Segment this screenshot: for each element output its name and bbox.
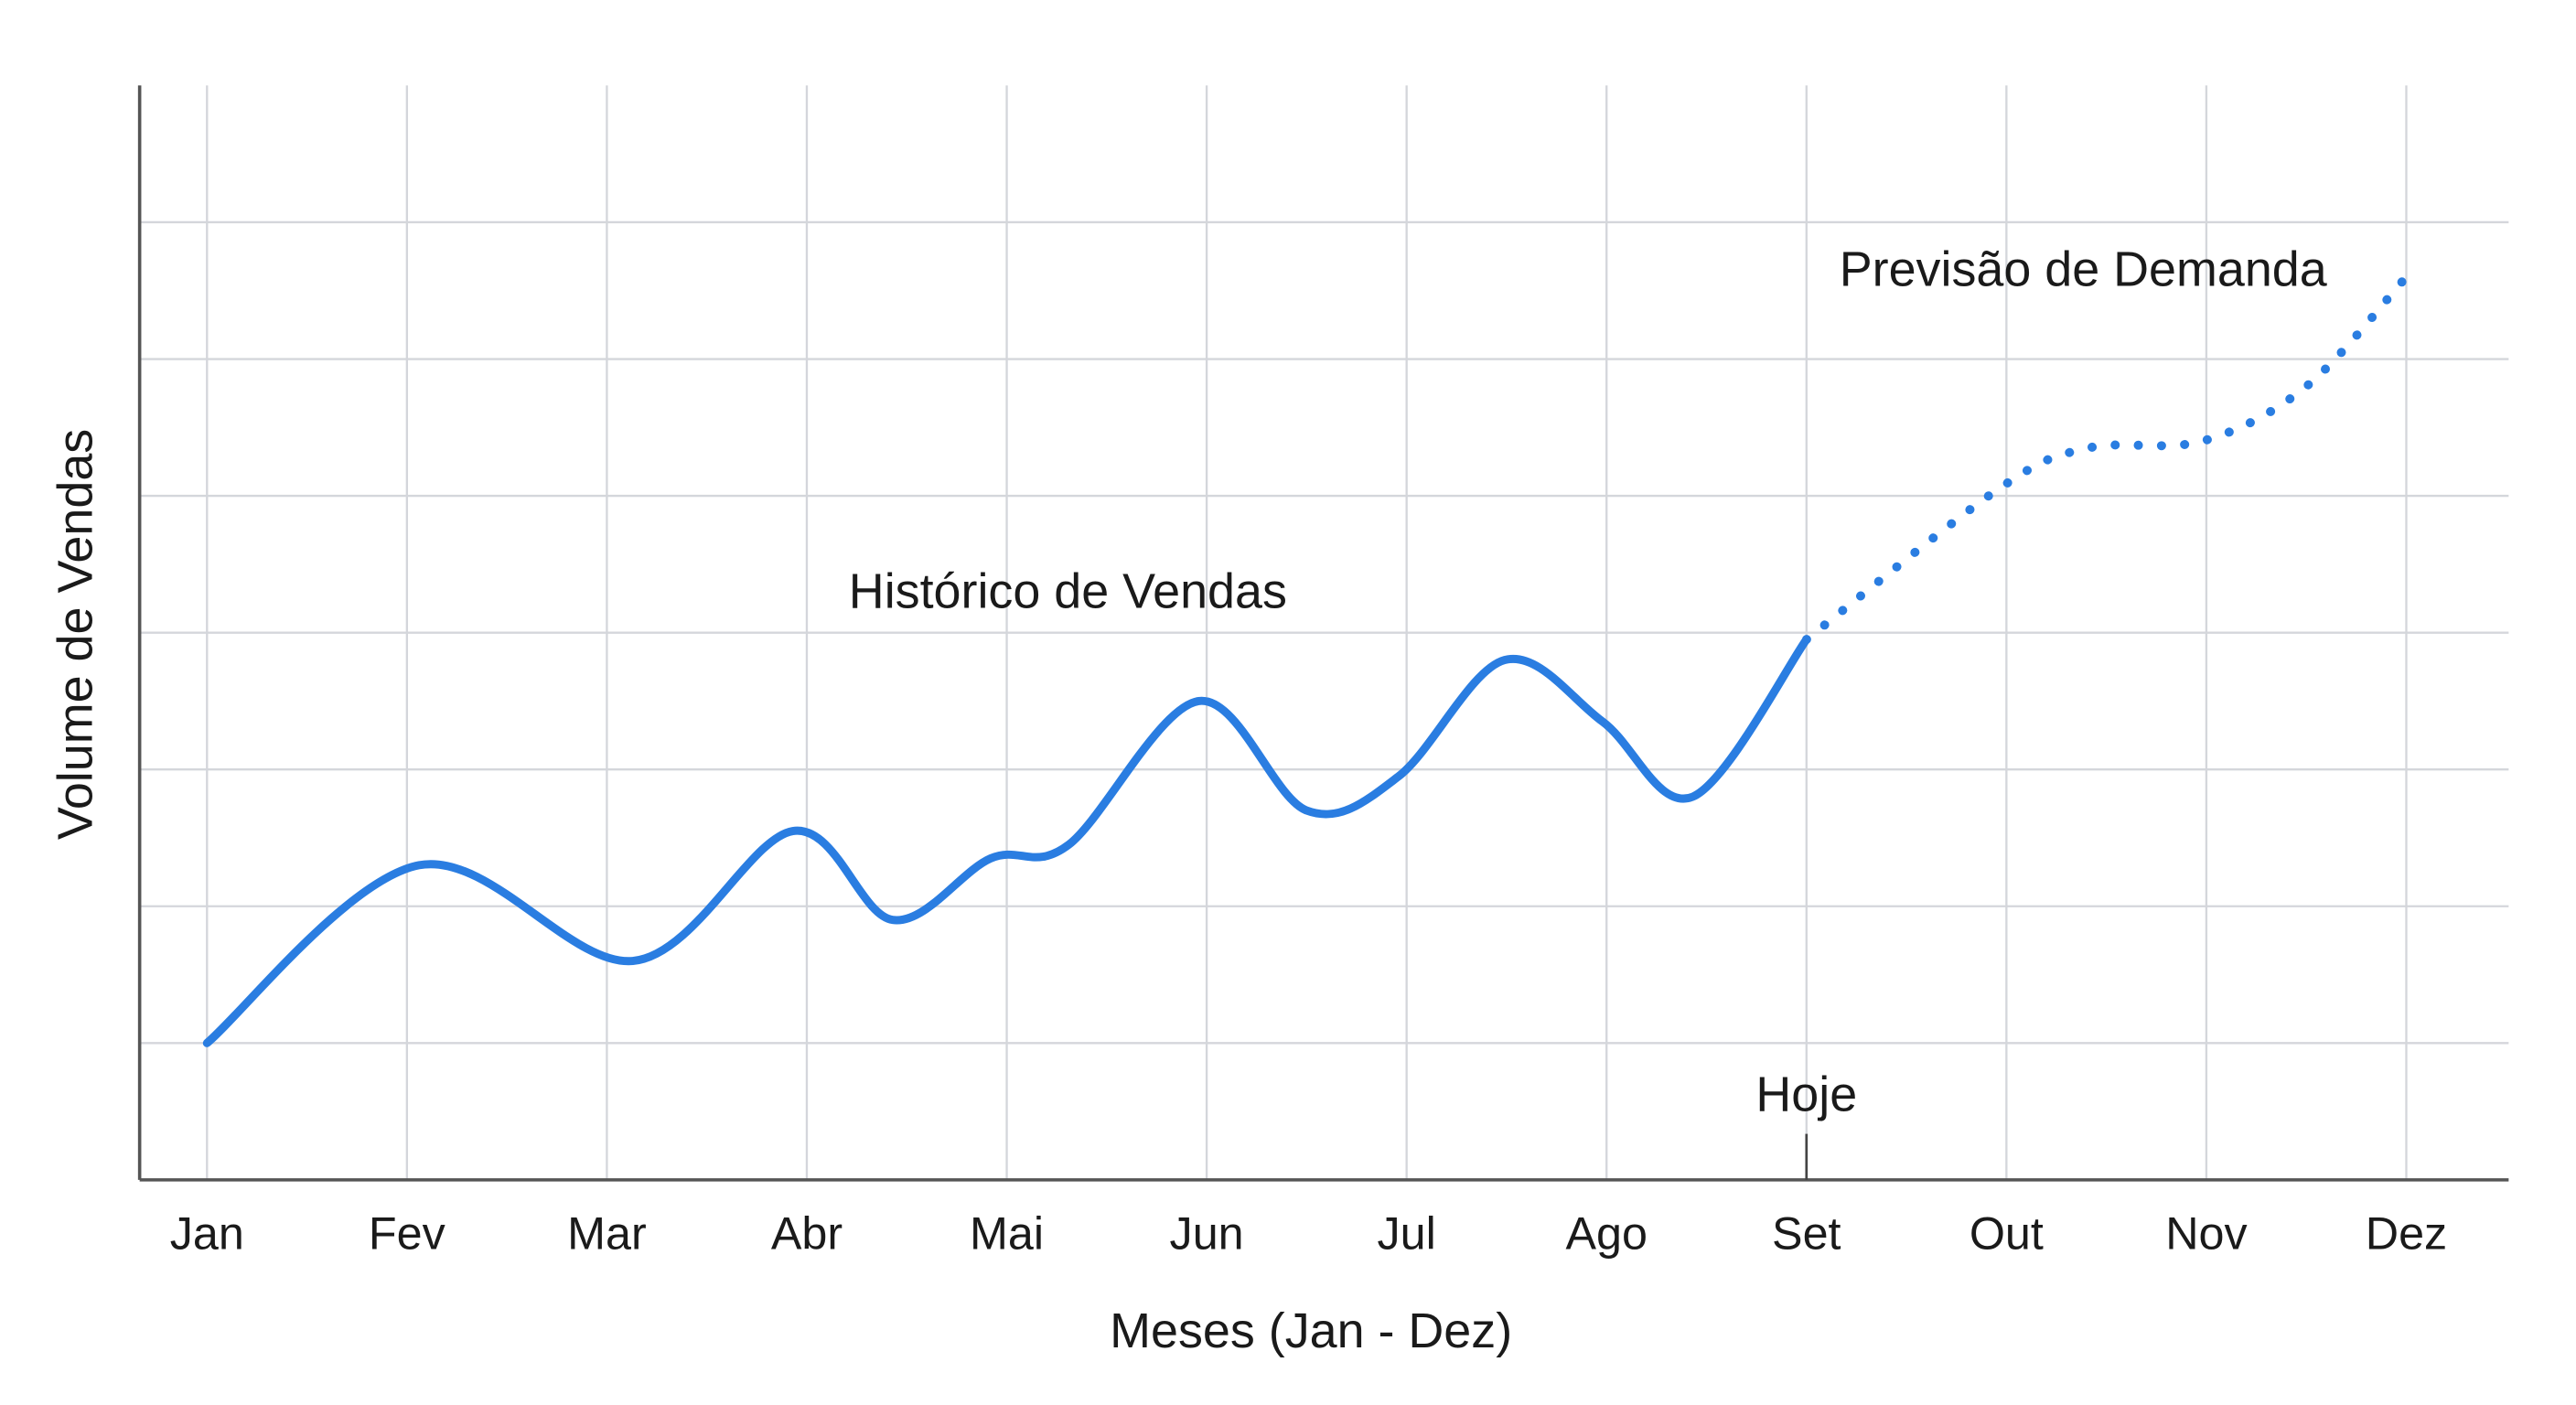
series-line-historico [202, 635, 1811, 1047]
x-axis-label: Meses (Jan - Dez) [1110, 1303, 1512, 1358]
series-label-previsao: Previsão de Demanda [1840, 242, 2327, 297]
x-tick-label: Jan [170, 1207, 244, 1259]
x-tick-label: Out [1970, 1207, 2044, 1259]
series-label-historico: Histórico de Vendas [849, 564, 1287, 619]
x-tick-label: Set [1772, 1207, 1841, 1259]
grid [139, 85, 2509, 1180]
x-tick-label: Abr [771, 1207, 843, 1259]
x-tick-label: Jul [1378, 1207, 1436, 1259]
x-tick-label: Ago [1566, 1207, 1648, 1259]
x-tick-label: Fev [369, 1207, 445, 1259]
y-axis-label: Volume de Vendas [48, 429, 103, 840]
x-tick-label: Mai [970, 1207, 1044, 1259]
x-tick-labels: Jan Fev Mar Abr Mai Jun Jul Ago Set Out Nov Dez [170, 1207, 2447, 1259]
today-label: Hoje [1755, 1067, 1857, 1121]
x-tick-label: Mar [567, 1207, 647, 1259]
x-tick-label: Nov [2165, 1207, 2247, 1259]
series-lines [202, 272, 2411, 1047]
x-tick-label: Jun [1170, 1207, 1244, 1259]
series-line-previsao [1801, 272, 2411, 645]
x-tick-label: Dez [2366, 1207, 2447, 1259]
